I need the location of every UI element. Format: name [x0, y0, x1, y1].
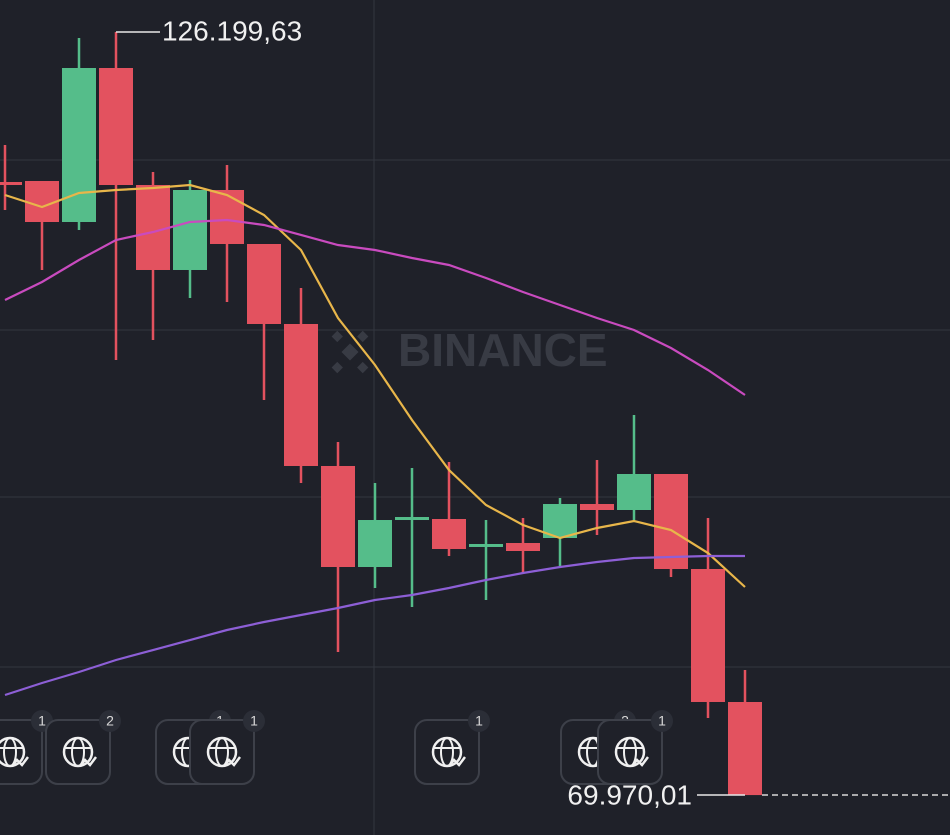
event-box	[45, 719, 111, 785]
event-count: 1	[250, 713, 258, 729]
candle-body	[321, 465, 355, 567]
candle-body	[62, 68, 96, 222]
event-count-badge	[243, 710, 265, 732]
globe-icon	[631, 756, 649, 767]
moving-average-line	[4, 183, 746, 588]
event-count: 2	[106, 713, 114, 729]
event-marker[interactable]: 1	[189, 710, 265, 785]
globe-icon	[623, 737, 637, 767]
event-box	[0, 719, 43, 785]
globe-icon	[448, 756, 466, 767]
candle-body	[173, 189, 207, 270]
candle-body	[617, 474, 651, 511]
event-marker[interactable]: 1	[414, 710, 490, 785]
event-box	[414, 719, 480, 785]
candle-body	[728, 701, 762, 796]
event-count: 1	[658, 713, 666, 729]
moving-average-line	[4, 554, 745, 697]
candle-body	[358, 520, 392, 567]
candle-body	[469, 543, 503, 547]
globe-icon	[223, 756, 241, 767]
globe-icon	[3, 737, 17, 767]
candle-body	[654, 474, 688, 570]
event-box	[597, 719, 663, 785]
candle-body	[395, 517, 429, 521]
candle-body	[0, 182, 22, 186]
event-count-badge	[651, 710, 673, 732]
globe-icon	[79, 756, 97, 767]
globe-icon	[11, 756, 29, 767]
candle-body	[432, 518, 466, 550]
candle-body	[247, 243, 281, 324]
event-marker[interactable]: 2	[45, 710, 121, 785]
globe-icon	[440, 737, 454, 767]
event-count-badge	[99, 710, 121, 732]
event-marker[interactable]: 1	[597, 710, 673, 785]
candle-body	[25, 181, 59, 222]
candle-body	[691, 569, 725, 702]
candle-body	[506, 543, 540, 551]
watermark-text: BINANCE	[398, 324, 608, 376]
candle-body	[136, 185, 170, 270]
globe-icon	[215, 737, 229, 767]
high-label: 126.199,63	[162, 15, 302, 46]
candle-body	[210, 189, 244, 244]
event-box	[189, 719, 255, 785]
event-count-badge	[468, 710, 490, 732]
moving-average-line	[4, 218, 746, 396]
candle-body	[543, 504, 577, 538]
globe-icon	[71, 737, 85, 767]
watermark: BINANCE	[331, 324, 608, 376]
event-count: 1	[475, 713, 483, 729]
candle-body	[580, 504, 614, 511]
event-count: 1	[38, 713, 46, 729]
candle-body	[284, 323, 318, 466]
candle-body	[99, 68, 133, 186]
